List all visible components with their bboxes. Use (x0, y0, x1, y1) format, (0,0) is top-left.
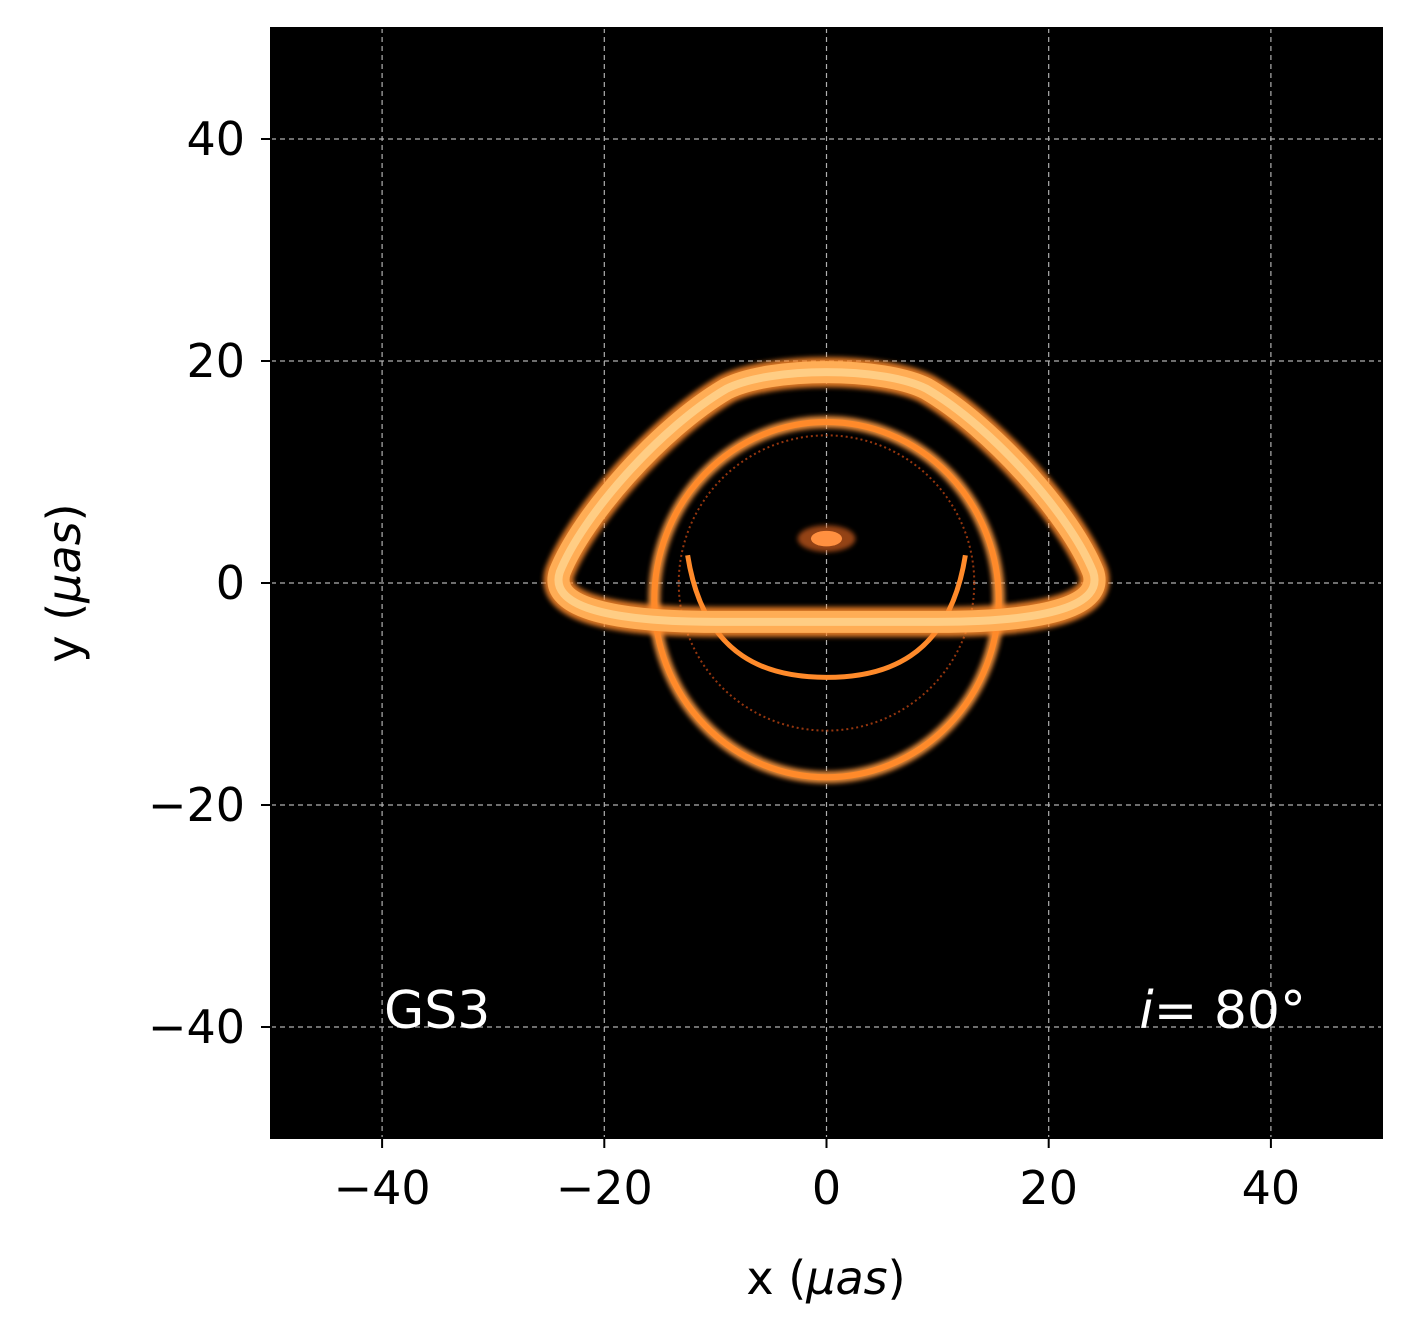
y-tick-label: 40 (186, 112, 245, 166)
photon-ring (677, 434, 976, 732)
x-tick-label: 40 (1242, 1161, 1301, 1215)
secondary-ring (651, 419, 1002, 781)
y-tick-label: −20 (148, 778, 245, 832)
inclination-label: i= 80° (1139, 981, 1306, 1041)
x-tick-label: −20 (556, 1161, 653, 1215)
y-tick-label: 20 (186, 334, 245, 388)
direct-image-core (554, 368, 1099, 626)
x-axis-label: x (μas) (746, 1251, 905, 1305)
y-tick-label: 0 (216, 556, 245, 610)
x-axis-ticks: −40 −20 0 20 40 (334, 1138, 1301, 1215)
black-hole-image (543, 357, 1110, 784)
grid (271, 28, 1382, 1138)
central-spot (810, 530, 843, 547)
model-label: GS3 (384, 981, 490, 1041)
x-tick-label: 20 (1019, 1161, 1078, 1215)
y-axis-ticks: −40 −20 0 20 40 (148, 112, 271, 1054)
x-tick-label: 0 (812, 1161, 841, 1215)
y-axis-label: y (μas) (37, 503, 91, 662)
x-tick-label: −40 (334, 1161, 431, 1215)
y-tick-label: −40 (148, 1000, 245, 1054)
